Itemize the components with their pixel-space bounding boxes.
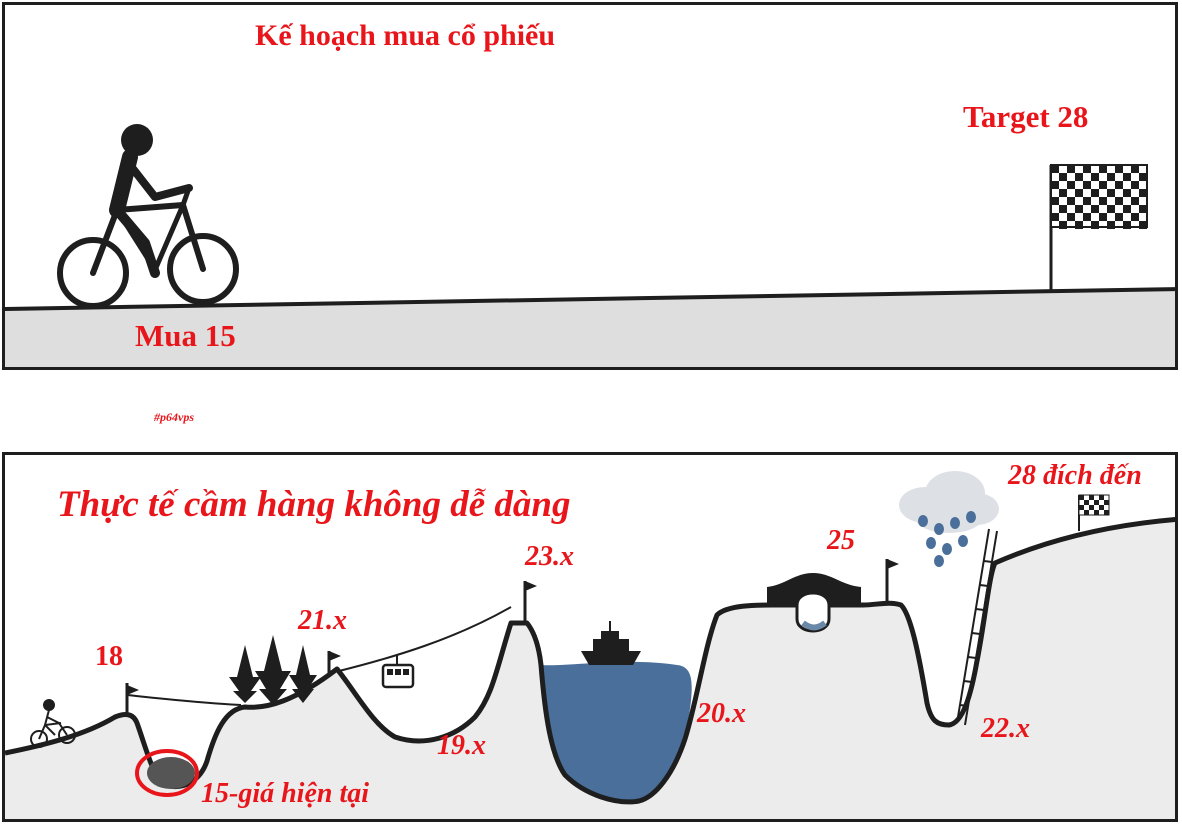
cable-car-icon: [383, 655, 413, 687]
rain-cloud-icon: [899, 471, 999, 567]
watermark-hashtag: #p64vps: [154, 410, 194, 425]
cyclist-icon: [60, 124, 236, 306]
price-label-19x: 19.x: [437, 730, 486, 762]
pennant-flag-icon: [887, 559, 899, 603]
price-label-20x: 20.x: [697, 698, 746, 730]
target-label: Target 28: [963, 99, 1088, 135]
destination-label-28: 28 đích đến: [1008, 460, 1142, 492]
plan-panel: Kế hoạch mua cổ phiếu Target 28 Mua 15: [2, 2, 1178, 370]
pennant-flag-icon: [525, 581, 537, 625]
plan-scene: [5, 5, 1178, 370]
pennant-flag-icon: [127, 683, 139, 717]
checkered-flag-icon: [1051, 165, 1147, 291]
reality-title: Thực tế cầm hàng không dễ dàng: [57, 483, 570, 526]
price-label-25: 25: [827, 525, 855, 557]
reality-panel: Thực tế cầm hàng không dễ dàng 18 21.x 2…: [2, 452, 1178, 822]
price-label-23x: 23.x: [525, 541, 574, 573]
price-label-22x: 22.x: [981, 713, 1030, 745]
price-label-18: 18: [95, 641, 123, 673]
price-label-21x: 21.x: [298, 605, 347, 637]
plan-title: Kế hoạch mua cổ phiếu: [255, 19, 555, 53]
checkered-flag-icon: [1079, 495, 1109, 531]
ship-icon: [581, 621, 641, 665]
buy-label: Mua 15: [135, 318, 236, 354]
current-price-label: 15-giá hiện tại: [201, 778, 369, 810]
pine-tree-icon: [229, 635, 317, 705]
